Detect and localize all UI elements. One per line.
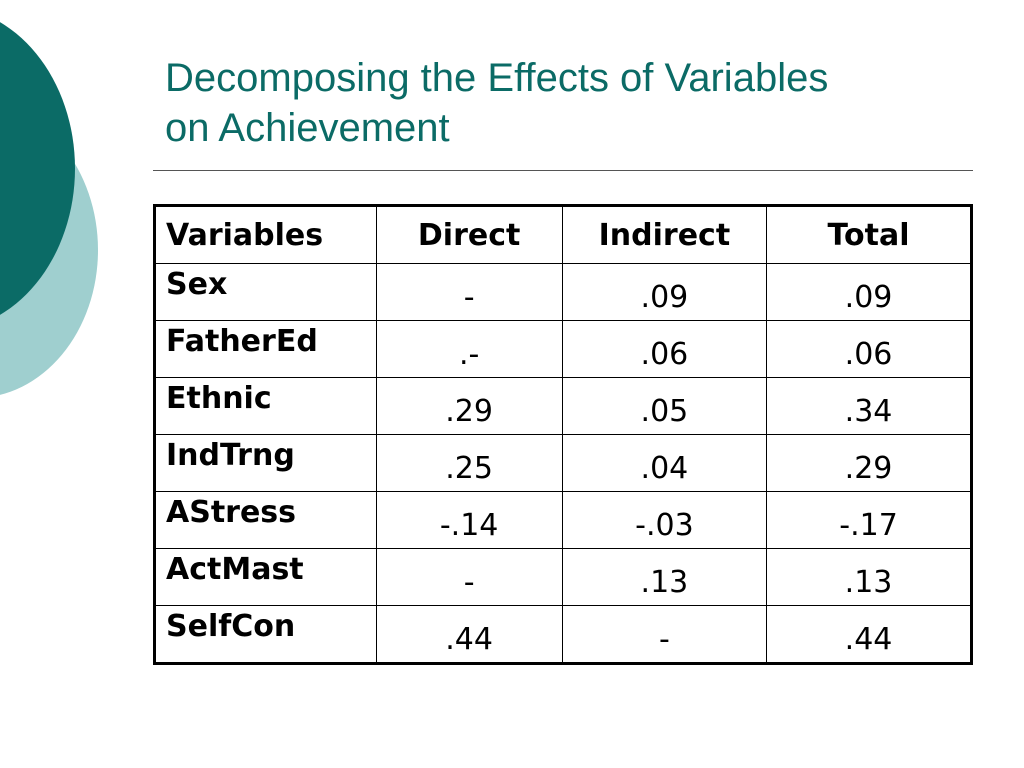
direct-cell: .25 — [375, 434, 563, 492]
variable-label: ActMast — [166, 552, 304, 587]
variable-cell: IndTrng — [154, 434, 377, 492]
indirect-cell: -.03 — [561, 491, 768, 549]
slide-title: Decomposing the Effects of Variables on … — [165, 53, 965, 153]
table-row: ActMast - .13 .13 — [154, 548, 972, 606]
variable-cell: Ethnic — [154, 377, 377, 435]
variable-cell: SelfCon — [154, 605, 377, 664]
direct-value: .29 — [445, 393, 493, 429]
indirect-cell: .05 — [561, 377, 768, 435]
indirect-cell: .13 — [561, 548, 768, 606]
table-row: AStress -.14 -.03 -.17 — [154, 491, 972, 549]
total-cell: .44 — [766, 605, 972, 664]
variable-label: Ethnic — [166, 381, 272, 416]
slide-title-line-2: on Achievement — [165, 106, 450, 150]
table-row: Sex - .09 .09 — [154, 263, 972, 321]
effects-table: Variables Direct Indirect Total Sex - .0… — [153, 204, 973, 665]
header-direct: Direct — [375, 205, 563, 264]
variable-label: Sex — [166, 267, 228, 302]
total-value: .34 — [844, 393, 893, 429]
title-divider — [153, 170, 973, 171]
slide-title-line-1: Decomposing the Effects of Variables — [165, 56, 829, 100]
direct-value: .44 — [445, 621, 493, 657]
variable-cell: FatherEd — [154, 320, 377, 378]
table-row: IndTrng .25 .04 .29 — [154, 434, 972, 492]
table-header-row: Variables Direct Indirect Total — [154, 205, 972, 264]
total-cell: -.17 — [766, 491, 972, 549]
total-value: .29 — [844, 450, 893, 486]
direct-cell: - — [375, 548, 563, 606]
indirect-cell: - — [561, 605, 768, 664]
total-cell: .29 — [766, 434, 972, 492]
header-total: Total — [766, 205, 972, 264]
direct-cell: .- — [375, 320, 563, 378]
indirect-value: .05 — [640, 393, 689, 429]
indirect-cell: .04 — [561, 434, 768, 492]
total-value: .09 — [844, 279, 893, 315]
indirect-cell: .09 — [561, 263, 768, 321]
header-indirect: Indirect — [561, 205, 768, 264]
direct-value: - — [463, 564, 475, 600]
total-value: .06 — [844, 336, 893, 372]
indirect-cell: .06 — [561, 320, 768, 378]
total-value: .13 — [844, 564, 893, 600]
direct-cell: - — [375, 263, 563, 321]
total-cell: .34 — [766, 377, 972, 435]
indirect-value: .04 — [640, 450, 689, 486]
direct-cell: .29 — [375, 377, 563, 435]
indirect-value: - — [659, 621, 670, 657]
indirect-value: .09 — [640, 279, 689, 315]
direct-value: .25 — [445, 450, 493, 486]
variable-cell: Sex — [154, 263, 377, 321]
variable-label: FatherEd — [166, 324, 318, 359]
total-value: .44 — [844, 621, 893, 657]
indirect-value: .13 — [640, 564, 689, 600]
direct-cell: -.14 — [375, 491, 563, 549]
indirect-value: .06 — [640, 336, 689, 372]
table-row: SelfCon .44 - .44 — [154, 605, 972, 664]
variable-cell: AStress — [154, 491, 377, 549]
direct-value: - — [463, 279, 475, 315]
direct-cell: .44 — [375, 605, 563, 664]
total-cell: .13 — [766, 548, 972, 606]
total-value: -.17 — [839, 507, 898, 543]
direct-value: -.14 — [439, 507, 499, 543]
total-cell: .09 — [766, 263, 972, 321]
variable-label: AStress — [166, 495, 297, 530]
indirect-value: -.03 — [635, 507, 694, 543]
total-cell: .06 — [766, 320, 972, 378]
variable-label: IndTrng — [166, 438, 295, 473]
header-variables: Variables — [154, 205, 377, 264]
direct-value: .- — [458, 336, 480, 372]
variable-label: SelfCon — [166, 609, 296, 644]
variable-cell: ActMast — [154, 548, 377, 606]
table-row: FatherEd .- .06 .06 — [154, 320, 972, 378]
table-row: Ethnic .29 .05 .34 — [154, 377, 972, 435]
